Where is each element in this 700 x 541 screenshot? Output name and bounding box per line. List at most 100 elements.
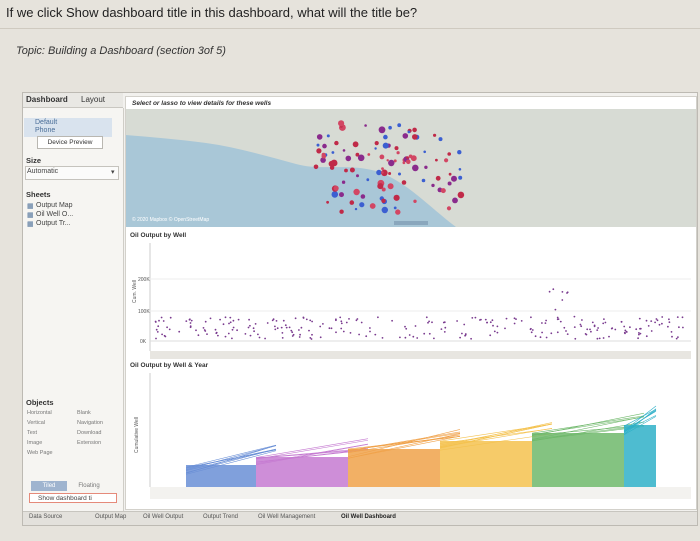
scatter-point[interactable] (162, 320, 165, 322)
well-dot[interactable] (374, 147, 377, 150)
scatter-point[interactable] (391, 319, 393, 322)
scatter-point[interactable] (596, 337, 599, 340)
trend-line[interactable] (255, 438, 369, 458)
well-dot[interactable] (387, 183, 394, 190)
scatter-point[interactable] (431, 321, 433, 324)
scatter-point[interactable] (160, 316, 163, 319)
scatter-point[interactable] (545, 336, 548, 339)
well-dot[interactable] (396, 151, 400, 155)
scatter-point[interactable] (308, 329, 310, 332)
object-text[interactable]: Text (27, 430, 38, 436)
trend-line[interactable] (185, 450, 277, 475)
scatter-point[interactable] (335, 331, 337, 334)
show-dashboard-title-checkbox[interactable]: Show dashboard ti (29, 493, 117, 503)
scatter-point[interactable] (530, 316, 532, 319)
scatter-point[interactable] (596, 329, 599, 331)
scatter-point[interactable] (302, 316, 305, 319)
scatter-point[interactable] (345, 321, 348, 324)
trend-line[interactable] (255, 444, 369, 465)
scatter-point[interactable] (489, 334, 492, 337)
scatter-point[interactable] (668, 318, 670, 321)
scatter-point[interactable] (166, 326, 168, 329)
well-dot[interactable] (412, 134, 418, 140)
sheet-tab-data-source[interactable]: Data Source (29, 514, 63, 520)
well-dot[interactable] (447, 181, 452, 186)
scatter-point[interactable] (291, 331, 294, 334)
well-dot[interactable] (381, 187, 386, 192)
scatter-point[interactable] (681, 316, 684, 319)
trend-line[interactable] (255, 443, 369, 464)
scatter-point[interactable] (231, 328, 234, 331)
scatter-point[interactable] (309, 337, 312, 339)
well-dot[interactable] (413, 199, 417, 203)
scatter-point[interactable] (217, 334, 219, 337)
scatter-point[interactable] (661, 316, 664, 318)
scatter-point[interactable] (602, 322, 605, 325)
sheet-item-output-trend[interactable]: Output Tr... (36, 220, 71, 227)
well-dot[interactable] (431, 183, 435, 188)
scatter-point[interactable] (319, 336, 322, 339)
scatter-point[interactable] (440, 328, 443, 330)
well-dot[interactable] (333, 185, 339, 191)
trend-line[interactable] (439, 423, 553, 448)
scatter-point[interactable] (584, 333, 587, 335)
scatter-point[interactable] (580, 325, 583, 328)
well-dot[interactable] (402, 161, 406, 165)
well-dot[interactable] (364, 124, 367, 127)
scatter-point[interactable] (311, 333, 313, 336)
scatter-point[interactable] (647, 325, 650, 327)
scatter-point[interactable] (228, 322, 230, 325)
scatter-point[interactable] (563, 326, 566, 329)
scatter-point[interactable] (550, 332, 553, 335)
scatter-point[interactable] (284, 324, 287, 327)
scatter-point[interactable] (155, 337, 157, 340)
scatter-point[interactable] (590, 330, 592, 333)
scatter-point[interactable] (340, 327, 343, 330)
scatter-point[interactable] (598, 337, 601, 340)
scatter-point[interactable] (603, 318, 605, 320)
scatter-point[interactable] (309, 319, 312, 322)
scatter-point[interactable] (374, 333, 377, 336)
scatter-point[interactable] (678, 326, 680, 329)
scatter-point[interactable] (232, 326, 235, 329)
trend-line[interactable] (347, 434, 461, 453)
device-selector[interactable] (24, 118, 112, 137)
trend-line[interactable] (255, 439, 369, 460)
scatter-point[interactable] (638, 333, 640, 336)
scatter-point[interactable] (602, 337, 605, 339)
scatter-point[interactable] (427, 321, 429, 324)
scatter-point[interactable] (305, 318, 308, 321)
scatter-point[interactable] (209, 317, 212, 320)
scatter-point[interactable] (258, 336, 261, 339)
well-dot[interactable] (377, 183, 384, 190)
well-dot[interactable] (446, 206, 452, 211)
scatter-point[interactable] (645, 335, 648, 338)
trend-lines[interactable] (185, 405, 657, 487)
well-dot[interactable] (357, 154, 365, 162)
well-dot[interactable] (316, 148, 322, 154)
trend-line[interactable] (623, 410, 657, 431)
scatter-point[interactable] (559, 320, 562, 323)
trend-line[interactable] (347, 435, 461, 450)
well-dot[interactable] (334, 140, 339, 146)
scatter-point[interactable] (556, 318, 559, 321)
scatter-point[interactable] (214, 328, 217, 331)
scatter-point[interactable] (513, 322, 516, 325)
scatter-point[interactable] (369, 330, 371, 333)
well-dot[interactable] (352, 141, 359, 148)
scatter-point[interactable] (624, 329, 627, 332)
well-dot[interactable] (433, 133, 437, 137)
trend-line[interactable] (531, 416, 645, 440)
well-dot[interactable] (341, 180, 346, 184)
scatter-point[interactable] (639, 332, 642, 335)
scatter-point[interactable] (530, 327, 532, 330)
scatter-point[interactable] (281, 332, 284, 334)
scatter-point[interactable] (425, 316, 428, 319)
object-blank[interactable]: Blank (77, 410, 91, 416)
oil-output-chart[interactable]: Cum. Well 200K 100K 0K (126, 239, 696, 359)
scatter-point[interactable] (408, 334, 411, 336)
well-dot[interactable] (408, 154, 413, 159)
well-dot[interactable] (406, 159, 411, 165)
sheet-tab-oil-well-output[interactable]: Oil Well Output (143, 514, 184, 520)
well-dot[interactable] (398, 172, 401, 176)
